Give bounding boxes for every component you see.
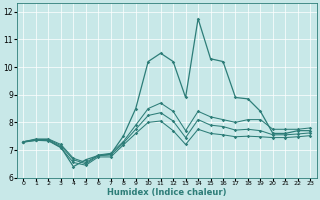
X-axis label: Humidex (Indice chaleur): Humidex (Indice chaleur) — [107, 188, 227, 197]
